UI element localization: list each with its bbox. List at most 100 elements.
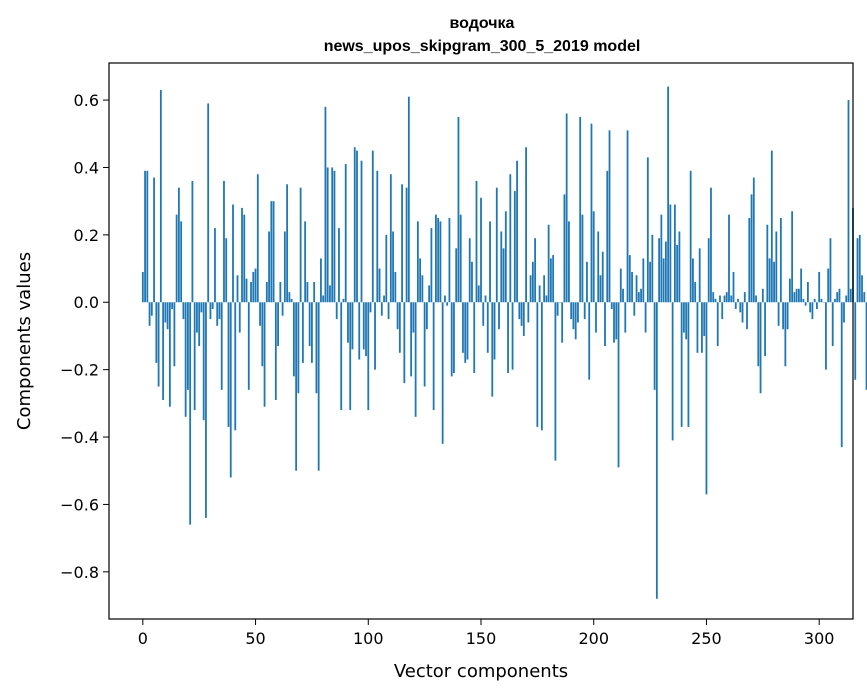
bar-261 <box>730 295 733 303</box>
y-tick-label: 0.6 <box>74 91 99 110</box>
bar-37 <box>225 238 228 303</box>
bar-14 <box>173 302 176 367</box>
bar-203 <box>599 275 602 303</box>
bar-263 <box>734 302 737 309</box>
bar-297 <box>811 302 814 320</box>
bar-23 <box>193 302 196 411</box>
bar-231 <box>662 258 665 303</box>
bar-166 <box>516 160 518 303</box>
bar-251 <box>707 238 710 303</box>
bar-286 <box>786 302 789 330</box>
bar-134 <box>444 295 446 303</box>
bar-91 <box>347 302 349 343</box>
bar-226 <box>651 234 654 303</box>
bar-6 <box>155 302 158 363</box>
bar-269 <box>748 218 751 303</box>
bar-5 <box>153 177 155 303</box>
bar-113 <box>396 302 399 330</box>
bar-277 <box>766 224 769 303</box>
bar-90 <box>344 164 347 303</box>
bar-72 <box>304 221 307 303</box>
bar-146 <box>471 261 473 303</box>
bar-29 <box>207 103 210 303</box>
bar-145 <box>468 238 471 303</box>
bar-313 <box>847 100 850 303</box>
bar-109 <box>387 302 390 320</box>
bar-260 <box>728 214 730 303</box>
bar-45 <box>243 214 246 303</box>
bar-236 <box>673 204 676 303</box>
bar-256 <box>719 295 721 303</box>
bar-246 <box>696 302 699 353</box>
bar-74 <box>308 302 311 347</box>
bar-248 <box>701 302 703 353</box>
bar-239 <box>680 302 683 427</box>
bar-307 <box>834 298 836 303</box>
bar-32 <box>214 228 216 303</box>
bar-56 <box>268 231 270 303</box>
bar-131 <box>437 218 440 303</box>
bar-88 <box>340 302 343 411</box>
bar-223 <box>644 302 647 333</box>
bar-284 <box>782 302 785 330</box>
bar-186 <box>561 302 564 343</box>
bar-287 <box>788 278 791 303</box>
x-tick-label: 0 <box>138 629 148 648</box>
bar-52 <box>259 302 261 326</box>
bar-89 <box>342 298 345 303</box>
bar-100 <box>367 302 370 411</box>
bar-167 <box>518 302 521 320</box>
bar-316 <box>854 302 857 380</box>
bar-114 <box>398 302 401 353</box>
bar-16 <box>177 187 180 303</box>
bar-179 <box>545 295 548 303</box>
bar-270 <box>750 194 753 303</box>
bar-177 <box>540 302 543 431</box>
bar-293 <box>802 298 805 303</box>
bar-40 <box>232 204 234 303</box>
bar-17 <box>180 221 183 303</box>
bar-207 <box>608 130 611 303</box>
bar-175 <box>536 302 539 427</box>
x-tick-label: 200 <box>578 629 609 648</box>
bar-289 <box>793 292 796 303</box>
bar-208 <box>610 302 613 309</box>
bars-group <box>141 86 867 599</box>
bar-97 <box>360 160 363 303</box>
bar-291 <box>797 288 800 303</box>
bar-238 <box>678 231 681 303</box>
bar-101 <box>369 302 372 313</box>
bar-120 <box>412 302 415 333</box>
bar-147 <box>473 302 476 374</box>
bar-254 <box>714 298 717 303</box>
bar-228 <box>655 302 658 599</box>
bar-138 <box>453 302 455 374</box>
bar-249 <box>703 302 706 336</box>
bar-191 <box>572 302 575 330</box>
bar-298 <box>813 298 816 303</box>
bar-274 <box>759 302 762 394</box>
bar-217 <box>631 271 633 303</box>
bar-278 <box>768 258 771 303</box>
bar-47 <box>247 302 250 390</box>
bar-10 <box>164 302 167 323</box>
bar-149 <box>477 285 480 303</box>
bar-237 <box>676 244 679 303</box>
bar-159 <box>500 231 503 303</box>
bar-111 <box>392 231 394 303</box>
bar-162 <box>507 302 509 374</box>
bar-266 <box>741 302 744 323</box>
x-axis-label: Vector components <box>394 661 568 682</box>
y-tick-label: 0.2 <box>74 226 99 245</box>
bar-117 <box>405 187 408 303</box>
bar-187 <box>563 194 566 303</box>
bar-128 <box>430 228 433 303</box>
bar-99 <box>365 302 367 357</box>
bar-241 <box>685 302 688 340</box>
bar-142 <box>462 302 464 353</box>
bar-198 <box>588 302 591 380</box>
bar-216 <box>628 255 631 303</box>
bar-160 <box>502 248 505 303</box>
bar-30 <box>209 302 212 320</box>
bar-310 <box>840 302 843 448</box>
